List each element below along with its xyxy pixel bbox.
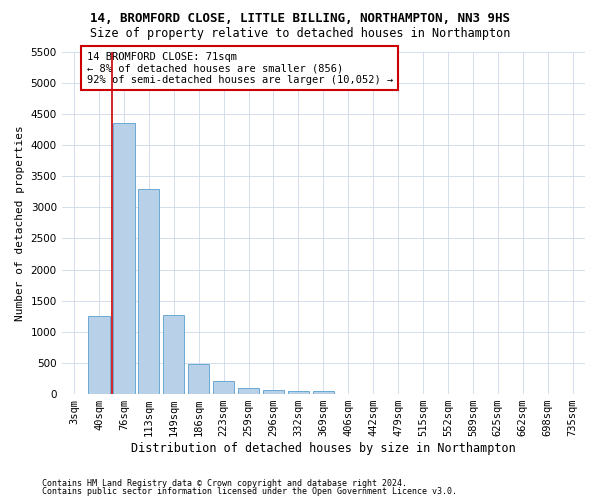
Bar: [188, 364, 209, 394]
Bar: [313, 391, 334, 394]
Bar: [163, 315, 184, 394]
Bar: [238, 388, 259, 394]
Text: Contains public sector information licensed under the Open Government Licence v3: Contains public sector information licen…: [42, 487, 457, 496]
Bar: [113, 123, 134, 394]
Bar: [213, 380, 234, 394]
Text: Size of property relative to detached houses in Northampton: Size of property relative to detached ho…: [90, 28, 510, 40]
Bar: [138, 188, 160, 394]
Bar: [88, 316, 110, 394]
Y-axis label: Number of detached properties: Number of detached properties: [15, 125, 25, 320]
Bar: [288, 390, 309, 394]
Text: Contains HM Land Registry data © Crown copyright and database right 2024.: Contains HM Land Registry data © Crown c…: [42, 478, 407, 488]
Bar: [263, 390, 284, 394]
X-axis label: Distribution of detached houses by size in Northampton: Distribution of detached houses by size …: [131, 442, 516, 455]
Text: 14, BROMFORD CLOSE, LITTLE BILLING, NORTHAMPTON, NN3 9HS: 14, BROMFORD CLOSE, LITTLE BILLING, NORT…: [90, 12, 510, 26]
Text: 14 BROMFORD CLOSE: 71sqm
← 8% of detached houses are smaller (856)
92% of semi-d: 14 BROMFORD CLOSE: 71sqm ← 8% of detache…: [86, 52, 393, 84]
